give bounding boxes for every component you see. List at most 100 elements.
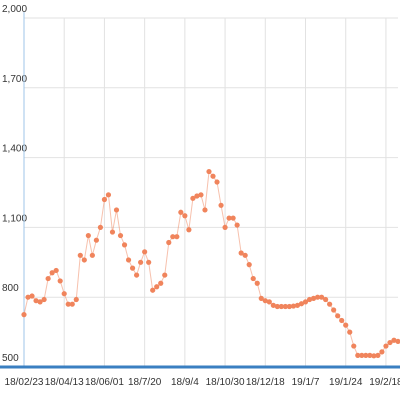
point (69, 301, 75, 307)
point (121, 242, 128, 248)
x-tick-label: 18/04/13 (45, 377, 84, 388)
point (198, 192, 204, 198)
point (29, 293, 35, 299)
point (302, 299, 309, 305)
point (77, 252, 83, 258)
point (142, 249, 148, 255)
point (250, 275, 256, 282)
y-tick-label: 500 (2, 353, 19, 364)
point (290, 303, 297, 309)
point (158, 280, 164, 286)
x-tick-label: 18/7/20 (128, 377, 162, 388)
point (182, 213, 188, 219)
point (194, 193, 200, 199)
point (186, 227, 192, 233)
point (146, 259, 152, 265)
point (278, 303, 284, 310)
point (238, 250, 244, 256)
point (206, 168, 212, 175)
point (210, 173, 216, 179)
point (202, 207, 208, 213)
point (294, 302, 301, 308)
point (41, 296, 47, 303)
point (134, 272, 140, 278)
point (101, 196, 108, 203)
point (327, 301, 333, 307)
point (339, 317, 345, 324)
point (254, 280, 260, 286)
x-tick-label: 19/1/24 (329, 377, 363, 388)
point (363, 352, 369, 358)
x-tick-label: 18/10/30 (206, 377, 245, 388)
x-tick-label: 18/12/18 (246, 377, 285, 388)
point (218, 202, 224, 208)
point (25, 294, 31, 300)
point (395, 338, 400, 345)
point (266, 299, 272, 305)
point (343, 322, 349, 328)
point (73, 296, 79, 303)
point (222, 224, 228, 230)
point (178, 209, 184, 215)
x-tick-label: 19/1/7 (292, 377, 320, 388)
y-tick-label: 2,000 (2, 4, 27, 15)
x-tick-label: 18/02/23 (5, 377, 44, 388)
point (282, 303, 288, 310)
point (230, 215, 236, 221)
point (367, 352, 373, 358)
point (97, 224, 104, 230)
point (270, 302, 276, 308)
point (355, 352, 361, 358)
point (109, 229, 116, 235)
point (138, 259, 144, 265)
point (37, 299, 43, 305)
point (335, 313, 341, 319)
point (154, 284, 160, 290)
point (57, 278, 63, 284)
point (162, 272, 168, 278)
point (65, 301, 71, 307)
point (61, 291, 67, 297)
point (318, 294, 325, 300)
point (214, 179, 220, 185)
point (170, 234, 176, 240)
x-tick-label: 18/06/01 (85, 377, 124, 388)
point (323, 296, 329, 303)
point (49, 270, 55, 276)
x-tick-label: 18/9/4 (171, 377, 199, 388)
point (113, 207, 120, 213)
point (129, 265, 136, 271)
point (347, 329, 353, 335)
point (286, 303, 293, 310)
point (262, 298, 268, 304)
point (125, 257, 132, 263)
point (387, 339, 393, 346)
point (190, 195, 196, 201)
point (246, 262, 252, 268)
x-tick-label: 19/2/18 (369, 377, 400, 388)
point (310, 295, 317, 301)
point (391, 337, 397, 343)
y-tick-label: 800 (2, 283, 19, 294)
point (234, 222, 240, 228)
point (81, 257, 87, 263)
point (359, 352, 365, 358)
point (298, 301, 305, 307)
point (53, 267, 59, 274)
point (379, 349, 385, 355)
point (166, 239, 172, 246)
point (274, 303, 280, 310)
point (351, 343, 357, 349)
point (174, 234, 180, 240)
point (45, 275, 51, 282)
point (93, 237, 99, 243)
point (375, 352, 381, 358)
y-tick-label: 1,100 (2, 213, 27, 224)
point (33, 298, 39, 304)
point (258, 295, 264, 301)
y-tick-label: 1,700 (2, 74, 27, 85)
point (150, 287, 156, 293)
point (226, 215, 232, 221)
point (89, 252, 95, 258)
